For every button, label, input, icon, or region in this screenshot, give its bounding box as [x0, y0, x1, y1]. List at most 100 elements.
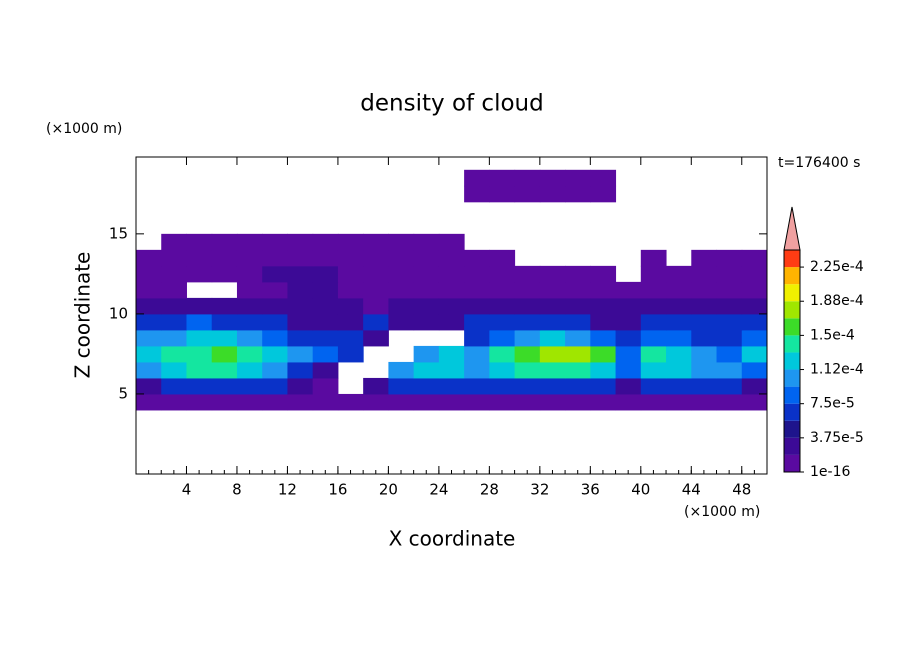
cell [514, 169, 541, 187]
cell [388, 393, 415, 411]
cell [438, 345, 465, 363]
cell [640, 377, 667, 395]
cell [337, 249, 364, 267]
cell [464, 377, 490, 395]
cell [262, 329, 288, 347]
cell [363, 313, 389, 331]
cell [615, 377, 642, 395]
cell [337, 233, 364, 251]
cell [211, 265, 238, 283]
cell [438, 393, 465, 411]
colorbar-frame [783, 249, 801, 473]
cell [287, 249, 314, 267]
cell [287, 265, 314, 283]
colorbar-tick-label: 2.25e-4 [810, 259, 864, 275]
cell [161, 233, 187, 251]
cell [640, 313, 667, 331]
cell [136, 377, 162, 395]
colorbar-band [784, 284, 800, 302]
cell [489, 345, 516, 363]
cell [539, 313, 566, 331]
cell [716, 393, 743, 411]
cell [691, 265, 718, 283]
cell [514, 281, 541, 299]
cell [363, 393, 389, 411]
cell [136, 329, 162, 347]
cell [413, 377, 440, 395]
colorbar-band [784, 454, 800, 472]
cell [741, 249, 768, 267]
cell [666, 329, 692, 347]
colorbar-tick-label: 1.88e-4 [810, 293, 864, 309]
cell [464, 297, 490, 315]
cell [363, 265, 389, 283]
cell [464, 185, 490, 203]
x-tick-label: 12 [278, 481, 297, 499]
cell [489, 281, 516, 299]
cell [514, 297, 541, 315]
cell [539, 265, 566, 283]
cell [464, 313, 490, 331]
cell [186, 393, 213, 411]
cell [691, 313, 718, 331]
cell [136, 249, 162, 267]
cell [716, 265, 743, 283]
cell [565, 345, 591, 363]
x-tick-label: 44 [682, 481, 701, 499]
cell [337, 281, 364, 299]
cell [413, 265, 440, 283]
cell [236, 329, 263, 347]
cell [186, 233, 213, 251]
x-tick-label: 28 [480, 481, 499, 499]
cell [741, 377, 768, 395]
cell [539, 169, 566, 187]
cell [691, 281, 718, 299]
cell [312, 393, 339, 411]
cell [161, 313, 187, 331]
cell [413, 345, 440, 363]
cell [539, 393, 566, 411]
cell [716, 345, 743, 363]
cell [514, 313, 541, 331]
cell [363, 377, 389, 395]
cell [464, 249, 490, 267]
cell [363, 233, 389, 251]
cell [236, 249, 263, 267]
cell [337, 297, 364, 315]
cell [590, 281, 617, 299]
cell [666, 393, 692, 411]
colorbar-tick-label: 1e-16 [810, 464, 850, 480]
cell [337, 265, 364, 283]
x-tick-label: 48 [732, 481, 751, 499]
cell [262, 297, 288, 315]
cell [741, 329, 768, 347]
cell [640, 281, 667, 299]
cell [464, 281, 490, 299]
cell [691, 345, 718, 363]
cell [590, 345, 617, 363]
cell [565, 329, 591, 347]
cell [363, 281, 389, 299]
cell [640, 345, 667, 363]
cell [464, 393, 490, 411]
cell [388, 249, 415, 267]
cell [666, 361, 692, 379]
cell [666, 281, 692, 299]
cell [413, 313, 440, 331]
cell [539, 297, 566, 315]
cell [691, 297, 718, 315]
cell [312, 297, 339, 315]
cell [514, 329, 541, 347]
axes: 4 8 12 16 20 24 28 32 36 40 44 48510151e-163.75e-57… [109, 156, 864, 499]
cell [514, 393, 541, 411]
cell [312, 249, 339, 267]
cell [136, 345, 162, 363]
cell [337, 313, 364, 331]
cell [438, 265, 465, 283]
cell [716, 281, 743, 299]
cell [363, 249, 389, 267]
cell [287, 313, 314, 331]
colorbar-tick-label: 1.5e-4 [810, 327, 855, 343]
cell [741, 313, 768, 331]
colorbar-tick-label: 1.12e-4 [810, 362, 864, 378]
